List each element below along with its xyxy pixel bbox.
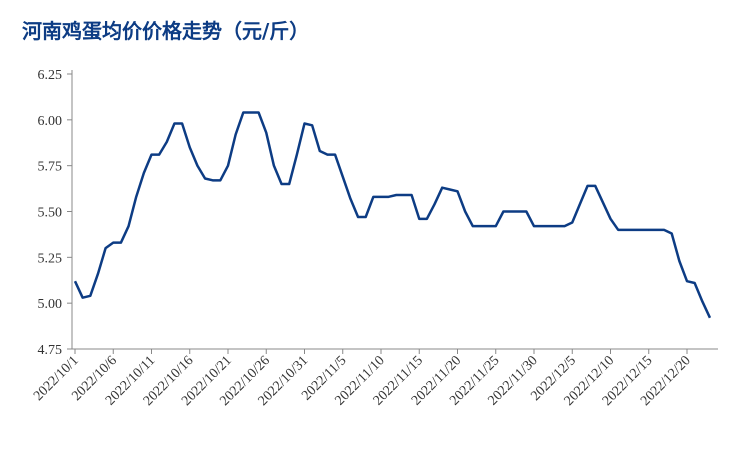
y-tick-label: 5.25: [38, 251, 63, 266]
chart-title: 河南鸡蛋均价价格走势（元/斤）: [22, 19, 309, 43]
y-tick-label: 6.25: [38, 68, 63, 83]
y-tick-label: 4.75: [38, 343, 63, 358]
line: [73, 111, 712, 319]
y-tick-label: 5.75: [38, 160, 63, 175]
y-tick-label: 5.00: [38, 297, 63, 312]
y-tick-label: 6.00: [38, 114, 63, 129]
y-tick-label: 5.50: [38, 206, 63, 221]
